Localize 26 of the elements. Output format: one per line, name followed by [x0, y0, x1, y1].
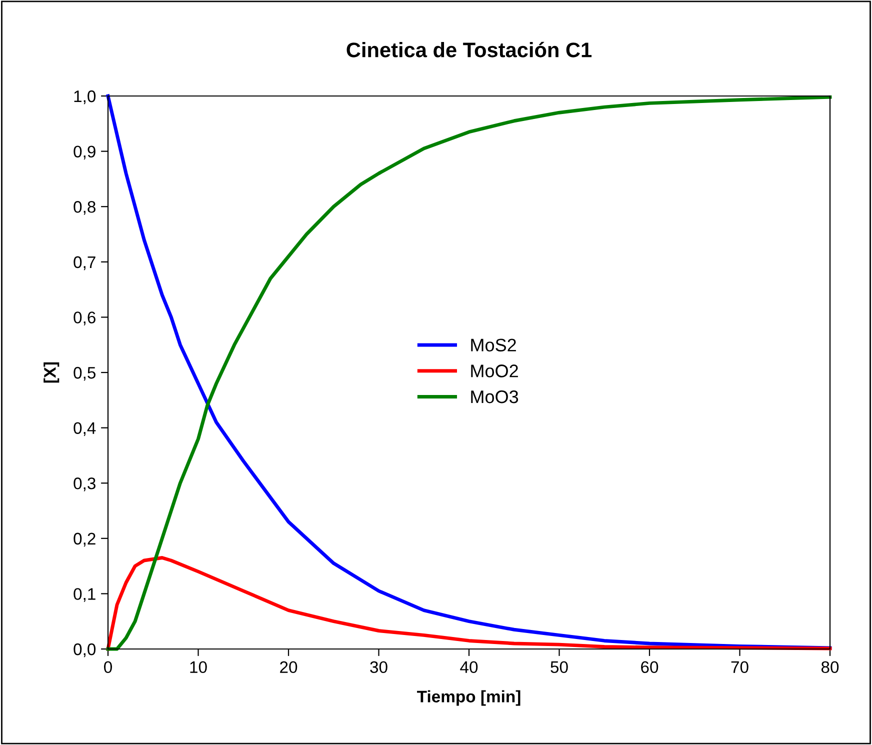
x-tick-label: 10: [190, 661, 207, 674]
x-tick-label: 40: [460, 661, 478, 674]
legend-label: MoO3: [471, 390, 518, 404]
y-tick-label: 0,6: [74, 312, 96, 326]
y-tick-label: 0,8: [74, 201, 96, 215]
y-tick-label: 0,1: [74, 588, 96, 602]
x-tick-label: 80: [821, 661, 839, 674]
y-axis-title: [X]: [44, 362, 60, 383]
x-tick-label: 70: [731, 661, 748, 674]
x-tick-label: 60: [641, 661, 658, 674]
legend-label: MoO2: [471, 364, 518, 378]
y-tick-label: 0,3: [74, 478, 96, 492]
y-tick-label: 0,5: [74, 366, 96, 381]
x-axis-title: Tiempo [min]: [417, 690, 520, 706]
y-tick-label: 1,0: [74, 90, 96, 104]
x-tick-label: 30: [370, 661, 388, 674]
y-tick-label: 0,9: [74, 146, 96, 160]
x-tick-label: 0: [104, 661, 112, 674]
x-tick-label: 50: [550, 661, 568, 674]
y-tick-label: 0,0: [74, 643, 96, 658]
y-tick-label: 0,2: [74, 532, 96, 547]
y-tick-label: 0,7: [74, 256, 96, 270]
chart-title: Cinetica de Tostación C1: [346, 42, 592, 58]
legend-label: MoS2: [471, 338, 516, 352]
x-tick-label: 20: [280, 661, 298, 674]
y-tick-label: 0,4: [74, 422, 96, 436]
